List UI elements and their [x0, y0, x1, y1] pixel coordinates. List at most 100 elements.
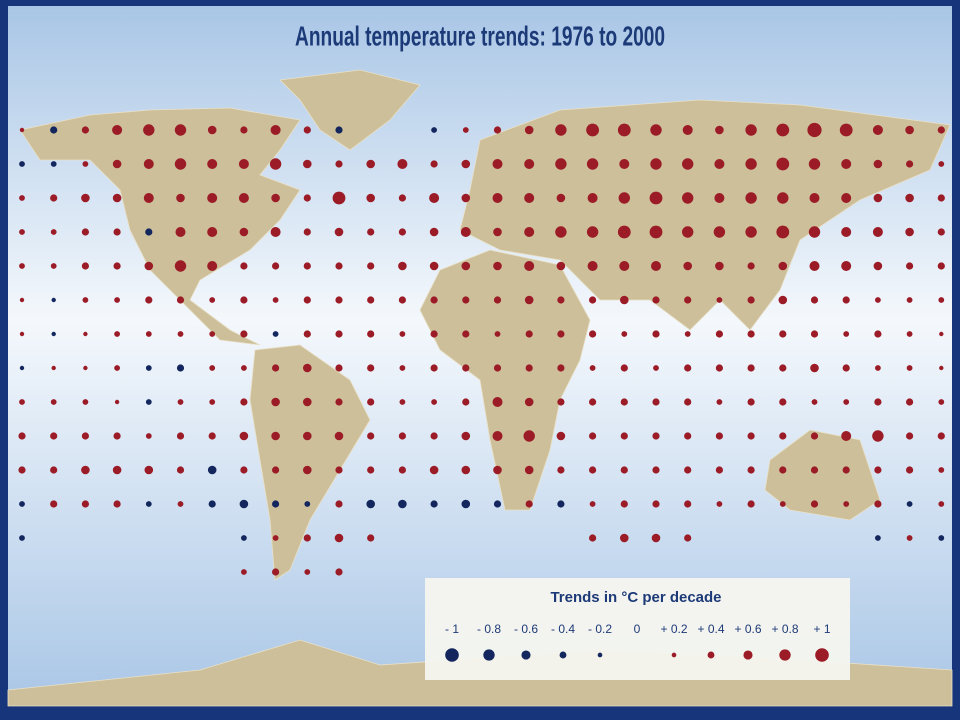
trend-dot [589, 432, 597, 440]
trend-dot [617, 225, 631, 239]
trend-dot [587, 261, 598, 271]
trend-dot [430, 364, 438, 372]
trend-dot [649, 225, 663, 239]
trend-dot [460, 227, 471, 237]
trend-dot [145, 399, 152, 405]
trend-dot [524, 159, 535, 169]
trend-dot [335, 466, 343, 474]
trend-dot [209, 399, 216, 405]
trend-dot [779, 501, 786, 507]
trend-dot [367, 330, 375, 338]
trend-dot [272, 500, 280, 508]
trend-dot [241, 535, 247, 541]
trend-dot [620, 364, 628, 372]
trend-dot [747, 330, 755, 338]
trend-dot [621, 331, 628, 337]
trend-dot [906, 466, 914, 474]
trend-dot [906, 365, 913, 371]
trend-dot [114, 297, 120, 303]
trend-dot [747, 262, 755, 270]
trend-dot [334, 227, 344, 237]
trend-dot [19, 263, 25, 269]
trend-dot [620, 500, 628, 508]
trend-dot [682, 125, 693, 135]
trend-dot [209, 297, 216, 303]
trend-dot [50, 432, 58, 440]
trend-dot [145, 365, 152, 371]
trend-dot [398, 194, 406, 202]
trend-dot [241, 569, 247, 575]
trend-dot [303, 194, 311, 202]
trend-dot [842, 364, 850, 372]
trend-dot [779, 364, 787, 372]
trend-dot [303, 159, 312, 169]
trend-dot [19, 399, 25, 405]
trend-dot [114, 365, 120, 371]
trend-dot [304, 501, 311, 507]
trend-dot [557, 330, 565, 338]
trend-dot [303, 330, 311, 338]
trend-dot [207, 465, 217, 475]
trend-dot [303, 534, 311, 542]
trend-dot [906, 262, 914, 270]
trend-dot [683, 261, 692, 271]
trend-dot [651, 533, 661, 543]
trend-dot [19, 161, 25, 167]
trend-dot [399, 331, 406, 337]
trend-dot [524, 295, 534, 305]
trend-dot [843, 331, 850, 337]
trend-dot [939, 331, 944, 337]
legend-dot [521, 650, 531, 660]
trend-dot [462, 127, 469, 133]
trend-dot [873, 261, 883, 271]
trend-dot [747, 432, 755, 440]
trend-dot [589, 534, 597, 542]
trend-dot [745, 226, 757, 238]
trend-dot [462, 296, 470, 304]
trend-dot [429, 227, 439, 237]
trend-dot [843, 501, 850, 507]
trend-dot [431, 127, 437, 133]
trend-dot [715, 125, 724, 135]
trend-dot [556, 431, 566, 441]
trend-dot [462, 330, 470, 338]
trend-dot [303, 397, 312, 407]
trend-dot [839, 123, 853, 137]
trend-dot [112, 465, 122, 475]
trend-dot [399, 399, 406, 405]
trend-dot [874, 330, 882, 338]
trend-dot [145, 433, 152, 439]
trend-dot [905, 193, 914, 203]
trend-dot [938, 297, 945, 303]
trend-dot [114, 399, 120, 405]
legend-label: + 0.6 [734, 622, 761, 636]
trend-dot [367, 228, 375, 236]
trend-dot [747, 364, 755, 372]
legend-dot [597, 652, 603, 658]
trend-dot [112, 159, 122, 169]
trend-dot [557, 364, 565, 372]
trend-dot [335, 160, 343, 168]
trend-dot [113, 500, 121, 508]
trend-dot [50, 161, 57, 167]
trend-dot [493, 227, 502, 237]
trend-dot [461, 465, 471, 475]
legend-dot [559, 651, 567, 659]
trend-dot [745, 124, 757, 136]
trend-dot [589, 501, 596, 507]
trend-dot [938, 535, 945, 541]
trend-dot [650, 124, 662, 136]
trend-dot [684, 331, 691, 337]
trend-dot [303, 228, 311, 236]
trend-dot [715, 364, 724, 372]
trend-dot [83, 365, 88, 371]
trend-dot [776, 225, 790, 239]
trend-dot [367, 262, 375, 270]
trend-dot [617, 123, 631, 137]
legend-dot [707, 651, 715, 659]
trend-dot [776, 123, 790, 137]
trend-dot [18, 466, 26, 474]
trend-dot [810, 363, 819, 373]
trend-dot [809, 193, 820, 203]
trend-dot [586, 226, 599, 238]
